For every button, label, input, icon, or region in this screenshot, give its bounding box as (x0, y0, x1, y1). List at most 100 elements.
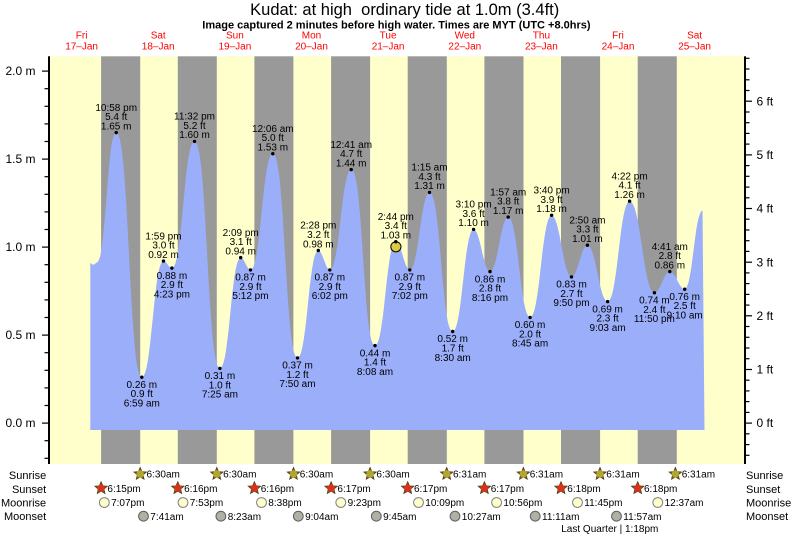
svg-text:8:45 am: 8:45 am (512, 339, 548, 350)
svg-text:5.0 ft: 5.0 ft (262, 133, 284, 144)
svg-text:7:02 pm: 7:02 pm (392, 291, 428, 302)
svg-text:2.5 ft: 2.5 ft (674, 301, 696, 312)
svg-text:2.4 ft: 2.4 ft (643, 305, 665, 316)
svg-text:0.44 m: 0.44 m (360, 348, 391, 359)
svg-text:1.0 m: 1.0 m (5, 240, 35, 254)
svg-text:0.9 ft: 0.9 ft (131, 389, 153, 400)
svg-text:10:09pm: 10:09pm (425, 498, 464, 509)
svg-text:2.8 ft: 2.8 ft (479, 284, 501, 295)
svg-text:6:30am: 6:30am (147, 470, 180, 481)
svg-text:0.98 m: 0.98 m (303, 239, 334, 250)
svg-text:10:58 pm: 10:58 pm (95, 103, 137, 114)
svg-text:2.8 ft: 2.8 ft (659, 251, 681, 262)
svg-text:3.2 ft: 3.2 ft (307, 230, 329, 241)
svg-text:0.69 m: 0.69 m (592, 304, 623, 315)
svg-text:0.26 m: 0.26 m (127, 380, 158, 391)
svg-text:6:17pm: 6:17pm (337, 484, 370, 495)
svg-text:2:28 pm: 2:28 pm (300, 221, 336, 232)
svg-text:6:16pm: 6:16pm (261, 484, 294, 495)
svg-text:1.44 m: 1.44 m (336, 158, 367, 169)
svg-text:10:27am: 10:27am (462, 512, 501, 523)
svg-text:2.9 ft: 2.9 ft (399, 282, 421, 293)
svg-text:3.9 ft: 3.9 ft (540, 195, 562, 206)
svg-text:8:30 am: 8:30 am (435, 353, 471, 364)
svg-text:12:06 am: 12:06 am (252, 124, 294, 135)
svg-text:1.26 m: 1.26 m (614, 190, 645, 201)
svg-text:9:03 am: 9:03 am (590, 323, 626, 334)
svg-text:3:40 pm: 3:40 pm (534, 186, 570, 197)
svg-text:Kudat: at high ordinary tide: Kudat: at high ordinary tide at 1.0m (3.… (250, 1, 559, 19)
svg-text:0.94 m: 0.94 m (225, 246, 256, 257)
svg-text:1 ft: 1 ft (757, 363, 774, 377)
svg-text:11:50 pm: 11:50 pm (634, 314, 675, 325)
svg-text:Moonset: Moonset (746, 511, 788, 523)
svg-text:23–Jan: 23–Jan (525, 42, 558, 53)
svg-text:9:45am: 9:45am (383, 512, 416, 523)
svg-text:6:17pm: 6:17pm (414, 484, 447, 495)
svg-text:Sun: Sun (226, 31, 244, 42)
svg-text:1.03 m: 1.03 m (381, 231, 412, 242)
svg-text:1.53 m: 1.53 m (258, 143, 289, 154)
svg-text:1.5 m: 1.5 m (5, 152, 35, 166)
svg-text:Sat: Sat (151, 31, 166, 42)
svg-text:6:15pm: 6:15pm (107, 484, 140, 495)
svg-text:24–Jan: 24–Jan (602, 42, 635, 53)
svg-text:4.7 ft: 4.7 ft (340, 149, 362, 160)
svg-text:6:31am: 6:31am (530, 470, 563, 481)
svg-text:2.9 ft: 2.9 ft (319, 282, 341, 293)
svg-text:0.86 m: 0.86 m (475, 274, 506, 285)
svg-text:6:30am: 6:30am (223, 470, 256, 481)
svg-text:1.10 m: 1.10 m (458, 218, 489, 229)
svg-text:6:30am: 6:30am (300, 470, 333, 481)
svg-text:2.9 ft: 2.9 ft (161, 280, 183, 291)
svg-text:11:45pm: 11:45pm (584, 498, 622, 509)
svg-text:4.3 ft: 4.3 ft (418, 172, 440, 183)
svg-text:3 ft: 3 ft (757, 255, 774, 269)
svg-text:8:16 pm: 8:16 pm (472, 293, 508, 304)
svg-text:19–Jan: 19–Jan (218, 42, 251, 53)
svg-text:22–Jan: 22–Jan (448, 42, 481, 53)
svg-text:2.3 ft: 2.3 ft (596, 314, 618, 325)
svg-text:Sunrise: Sunrise (9, 470, 46, 482)
svg-text:2:09 pm: 2:09 pm (223, 228, 259, 239)
svg-text:0.88 m: 0.88 m (157, 271, 188, 282)
svg-text:0.60 m: 0.60 m (515, 320, 546, 331)
svg-text:2.9 ft: 2.9 ft (239, 282, 261, 293)
svg-text:Fri: Fri (76, 31, 88, 42)
svg-text:6:59 am: 6:59 am (124, 399, 160, 410)
svg-text:7:53pm: 7:53pm (190, 498, 223, 509)
svg-text:1.4 ft: 1.4 ft (364, 358, 386, 369)
svg-text:1.2 ft: 1.2 ft (286, 370, 308, 381)
svg-text:Mon: Mon (302, 31, 321, 42)
svg-text:12:37am: 12:37am (665, 498, 704, 509)
svg-text:6:31am: 6:31am (606, 470, 639, 481)
svg-text:Tue: Tue (380, 31, 397, 42)
svg-text:6:16pm: 6:16pm (184, 484, 217, 495)
svg-text:4:22 pm: 4:22 pm (612, 171, 648, 182)
svg-text:1.17 m: 1.17 m (493, 206, 524, 217)
svg-text:21–Jan: 21–Jan (372, 42, 405, 53)
svg-text:4.1 ft: 4.1 ft (618, 181, 640, 192)
svg-text:1.18 m: 1.18 m (536, 204, 567, 215)
svg-text:20–Jan: 20–Jan (295, 42, 328, 53)
svg-text:9:10 am: 9:10 am (667, 311, 703, 322)
svg-text:8:23am: 8:23am (228, 512, 261, 523)
svg-text:11:32 pm: 11:32 pm (174, 112, 215, 123)
svg-text:5.4 ft: 5.4 ft (105, 112, 127, 123)
svg-text:6:30am: 6:30am (376, 470, 409, 481)
svg-text:Thu: Thu (533, 31, 550, 42)
svg-text:Fri: Fri (612, 31, 624, 42)
svg-text:12:41 am: 12:41 am (330, 140, 372, 151)
svg-text:25–Jan: 25–Jan (678, 42, 711, 53)
svg-text:1:57 am: 1:57 am (490, 187, 526, 198)
svg-text:2:50 am: 2:50 am (569, 215, 605, 226)
svg-text:6:18pm: 6:18pm (567, 484, 600, 495)
svg-text:9:50 pm: 9:50 pm (553, 298, 589, 309)
svg-text:9:23pm: 9:23pm (348, 498, 381, 509)
svg-text:1.31 m: 1.31 m (414, 181, 445, 192)
svg-text:0.37 m: 0.37 m (282, 361, 313, 372)
svg-text:8:08 am: 8:08 am (357, 367, 393, 378)
svg-text:0.0 m: 0.0 m (5, 416, 35, 430)
svg-text:0.86 m: 0.86 m (655, 260, 686, 271)
svg-text:0.52 m: 0.52 m (437, 334, 468, 345)
